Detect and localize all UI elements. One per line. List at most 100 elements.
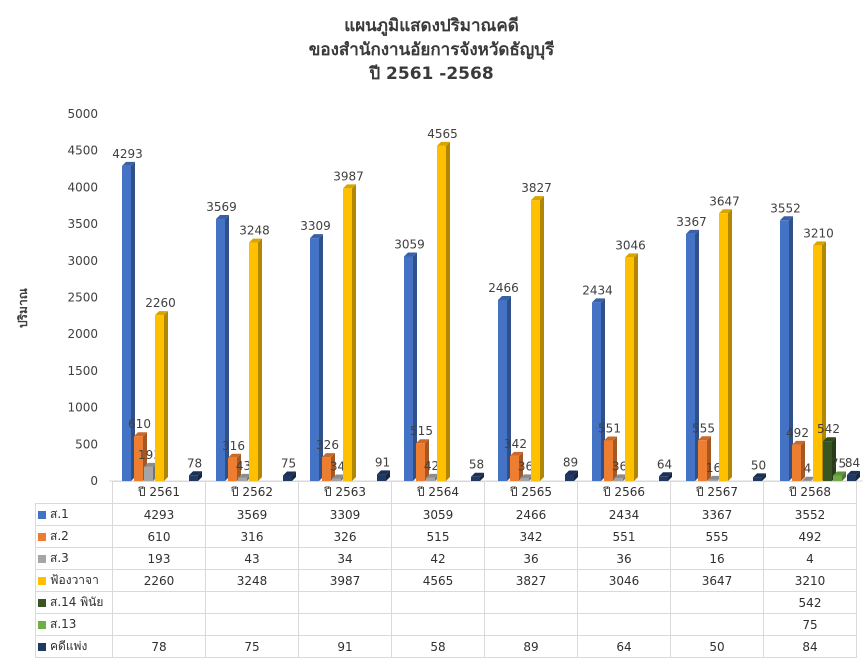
y-tick-label: 0 bbox=[90, 474, 98, 488]
bar-side bbox=[707, 436, 711, 481]
table-cell bbox=[577, 591, 671, 614]
data-label: 3309 bbox=[300, 219, 331, 233]
legend-entry: ส.3 bbox=[35, 547, 113, 570]
table-cell bbox=[298, 613, 392, 636]
table-row: ส.14 พินัย 542 bbox=[35, 591, 857, 614]
table-cell: 4565 bbox=[391, 569, 485, 592]
table-cell: 3367 bbox=[670, 503, 764, 526]
data-label: 515 bbox=[410, 424, 433, 438]
table-cell: 16 bbox=[670, 547, 764, 570]
bar-top bbox=[228, 453, 241, 458]
table-cell: 610 bbox=[112, 525, 206, 548]
bar-top bbox=[343, 184, 356, 189]
data-label: 50 bbox=[751, 458, 766, 472]
table-cell: 3046 bbox=[577, 569, 671, 592]
chart-title-line-1: แผนภูมิแสดงปริมาณคดี bbox=[344, 16, 519, 36]
bar-top bbox=[698, 436, 711, 441]
bar-side bbox=[331, 453, 335, 481]
data-label: 3569 bbox=[206, 200, 237, 214]
bar bbox=[377, 474, 386, 481]
bar-top bbox=[531, 196, 544, 201]
bar-side bbox=[480, 472, 484, 481]
table-cell bbox=[112, 591, 206, 614]
data-label: 36 bbox=[518, 459, 533, 473]
bar bbox=[823, 441, 832, 481]
legend-entry: ส.14 พินัย bbox=[35, 591, 113, 614]
series-name: ส.1 bbox=[50, 507, 69, 521]
bar-side bbox=[225, 215, 229, 481]
bar-top bbox=[813, 241, 826, 246]
y-tick-label: 4500 bbox=[67, 144, 98, 158]
table-cell: 78 bbox=[112, 635, 206, 658]
category-label: ปี 2564 bbox=[391, 481, 485, 504]
bar-top bbox=[189, 471, 202, 476]
bar bbox=[310, 238, 319, 481]
bar-side bbox=[822, 241, 826, 481]
category-label: ปี 2561 bbox=[112, 481, 206, 504]
bar-side bbox=[613, 436, 617, 481]
table-cell: 2466 bbox=[484, 503, 578, 526]
bar bbox=[813, 245, 822, 481]
bar bbox=[471, 476, 480, 481]
bar bbox=[134, 436, 143, 481]
bar-side bbox=[601, 298, 605, 481]
data-label: 42 bbox=[424, 459, 439, 473]
table-row: ส.3 193 43 34 42 36 36 16 4 bbox=[35, 547, 857, 570]
bar-side bbox=[856, 470, 860, 481]
table-cell: 4293 bbox=[112, 503, 206, 526]
bar-side bbox=[540, 196, 544, 481]
bar bbox=[343, 188, 352, 482]
table-cell: 3210 bbox=[763, 569, 857, 592]
table-cell: 3552 bbox=[763, 503, 857, 526]
table-cell bbox=[577, 613, 671, 636]
table-cell: 43 bbox=[205, 547, 299, 570]
y-tick-label: 3500 bbox=[67, 217, 98, 231]
series-name: ส.3 bbox=[50, 551, 69, 565]
data-label: 58 bbox=[469, 458, 484, 472]
legend-key bbox=[38, 510, 46, 519]
table-cell: 3569 bbox=[205, 503, 299, 526]
bar bbox=[592, 302, 601, 481]
bar-top bbox=[753, 473, 766, 478]
table-row: ส.2 610 316 326 515 342 551 555 492 bbox=[35, 525, 857, 548]
data-label: 3046 bbox=[615, 238, 646, 252]
data-label: 551 bbox=[598, 422, 621, 436]
data-label: 542 bbox=[817, 422, 840, 436]
table-cell bbox=[112, 613, 206, 636]
bar-top bbox=[719, 209, 732, 214]
table-cell: 2260 bbox=[112, 569, 206, 592]
table-row: ส.1 4293 3569 3309 3059 2466 2434 3367 3552 bbox=[35, 503, 857, 526]
table-cell bbox=[670, 613, 764, 636]
legend-entry: คดีแพ่ง bbox=[35, 635, 113, 658]
data-label: 2260 bbox=[145, 296, 176, 310]
data-label: 3367 bbox=[676, 215, 707, 229]
legend-entry: ฟ้องวาจา bbox=[35, 569, 113, 592]
bar-top bbox=[565, 470, 578, 475]
bar-top bbox=[847, 470, 860, 475]
y-tick-label: 2500 bbox=[67, 291, 98, 305]
series-name: ส.2 bbox=[50, 529, 69, 543]
table-cell: 36 bbox=[484, 547, 578, 570]
bar-top bbox=[833, 471, 846, 476]
table-cell: 3309 bbox=[298, 503, 392, 526]
data-label: 610 bbox=[128, 417, 151, 431]
data-label: 64 bbox=[657, 457, 672, 471]
table-cell: 3248 bbox=[205, 569, 299, 592]
table-cell: 91 bbox=[298, 635, 392, 658]
table-cell bbox=[484, 591, 578, 614]
bar bbox=[404, 256, 413, 481]
data-label: 3552 bbox=[770, 201, 801, 215]
bar-top bbox=[823, 437, 836, 442]
data-label: 84 bbox=[845, 456, 860, 470]
legend-key bbox=[38, 532, 46, 541]
bar-top bbox=[510, 451, 523, 456]
chart-title-line-3: ปี 2561 -2568 bbox=[369, 64, 494, 84]
y-tick-label: 3000 bbox=[67, 254, 98, 268]
table-cell: 326 bbox=[298, 525, 392, 548]
table-cell: 50 bbox=[670, 635, 764, 658]
data-label: 34 bbox=[330, 460, 345, 474]
bar bbox=[216, 219, 225, 481]
bar-top bbox=[404, 252, 417, 257]
bar-side bbox=[519, 451, 523, 481]
category-label: ปี 2566 bbox=[577, 481, 671, 504]
